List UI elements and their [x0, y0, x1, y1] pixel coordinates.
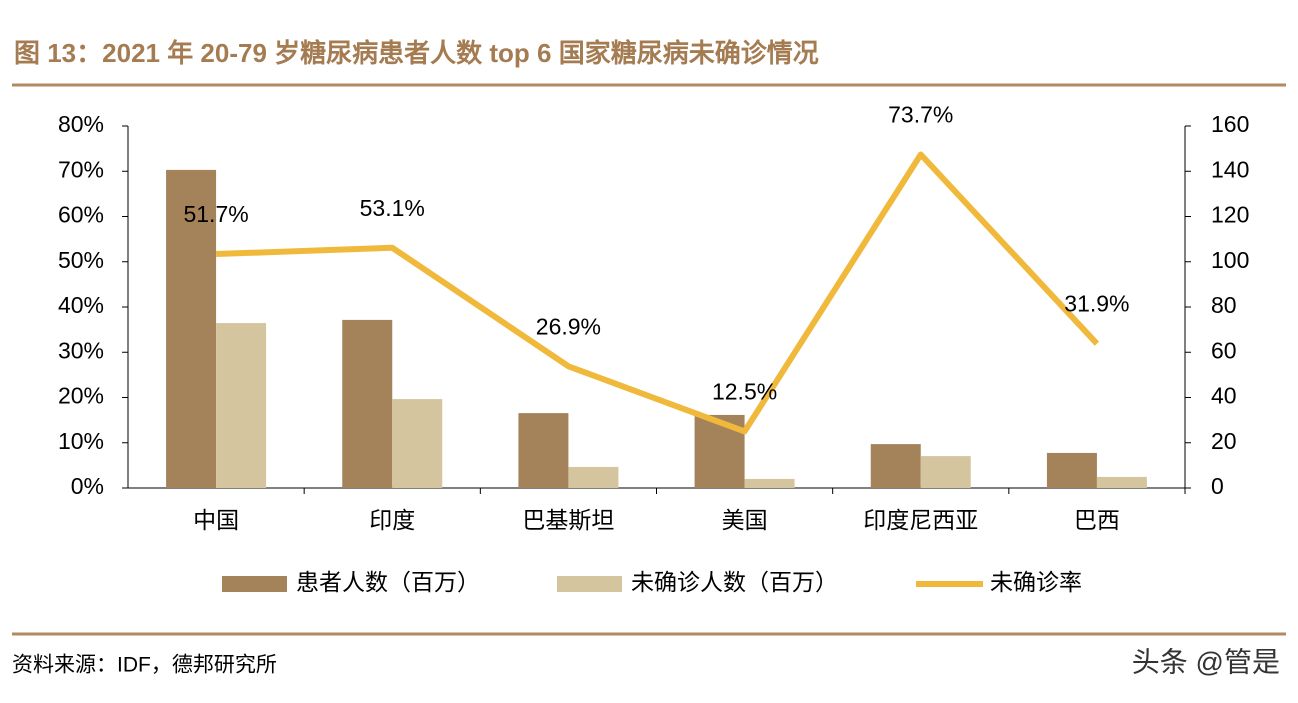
y-tick-label: 20% — [58, 383, 104, 409]
bar — [744, 478, 795, 488]
y-tick-label: 70% — [58, 156, 104, 182]
legend-label: 患者人数（百万） — [296, 569, 480, 595]
bar — [1046, 452, 1097, 488]
y-tick-label: 80% — [58, 111, 104, 137]
y-tick-label: 50% — [58, 247, 104, 273]
data-label: 31.9% — [1064, 291, 1129, 317]
legend-swatch — [557, 576, 622, 592]
x-tick-label: 巴基斯坦 — [522, 507, 614, 533]
line — [215, 151, 1100, 435]
bar — [392, 399, 443, 488]
y2-tick-label: 160 — [1211, 111, 1249, 137]
x-tick-label: 印度尼西亚 — [863, 507, 978, 533]
bar — [342, 319, 393, 488]
bar — [1096, 476, 1147, 488]
data-label: 73.7% — [888, 102, 953, 128]
x-tick-label: 巴西 — [1074, 507, 1120, 533]
legend-label: 未确诊率 — [990, 569, 1082, 595]
x-tick-label: 中国 — [193, 507, 239, 533]
data-label: 51.7% — [183, 201, 248, 227]
bar — [568, 466, 619, 488]
bar — [216, 323, 267, 488]
y2-tick-label: 80 — [1211, 292, 1237, 318]
y2-tick-label: 120 — [1211, 202, 1249, 228]
data-label: 26.9% — [536, 313, 601, 339]
legend-swatch — [222, 576, 287, 592]
bar — [518, 413, 569, 488]
bar — [166, 169, 217, 488]
legend-label: 未确诊人数（百万） — [631, 569, 838, 595]
source: 资料来源：IDF，德邦研究所 — [12, 654, 277, 677]
chart-title: 图 13：2021 年 20-79 岁糖尿病患者人数 top 6 国家糖尿病未确… — [14, 38, 819, 68]
y-tick-label: 60% — [58, 202, 104, 228]
bar — [870, 444, 921, 488]
y2-tick-label: 100 — [1211, 247, 1249, 273]
y-tick-label: 40% — [58, 292, 104, 318]
data-label: 53.1% — [360, 195, 425, 221]
y2-tick-label: 140 — [1211, 156, 1249, 182]
y2-tick-label: 0 — [1211, 473, 1224, 499]
y-tick-label: 10% — [58, 428, 104, 454]
bar — [920, 456, 971, 488]
y2-tick-label: 20 — [1211, 428, 1237, 454]
y-tick-label: 30% — [58, 337, 104, 363]
watermark: 头条 @管是 — [1132, 646, 1280, 677]
x-tick-label: 印度 — [369, 507, 415, 533]
x-tick-label: 美国 — [722, 507, 768, 533]
data-label: 12.5% — [712, 379, 777, 405]
y2-tick-label: 40 — [1211, 383, 1237, 409]
y2-tick-label: 60 — [1211, 337, 1237, 363]
y-tick-label: 0% — [71, 473, 104, 499]
